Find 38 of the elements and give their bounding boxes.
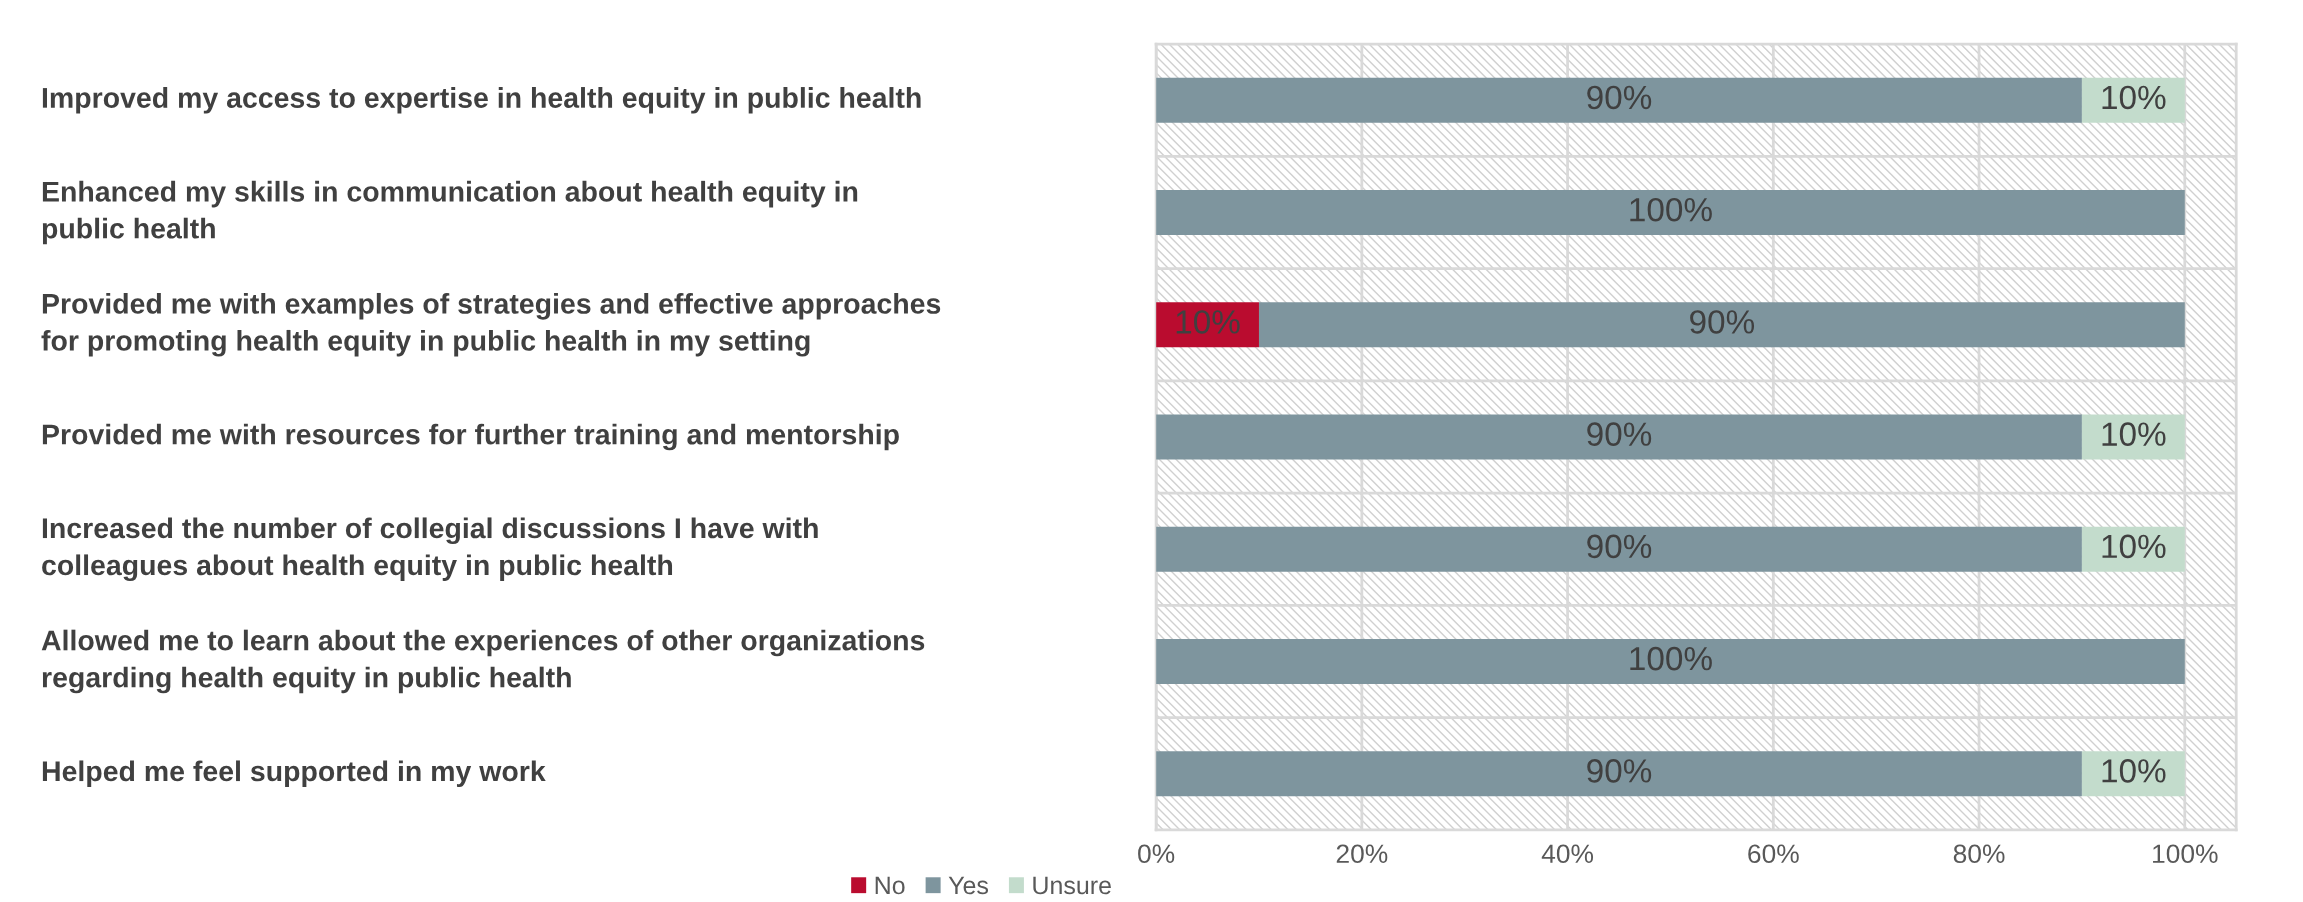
data-label: 10%	[2102, 85, 2166, 110]
data-label: 90%	[1690, 310, 1755, 334]
data-label: 100%	[1630, 646, 1712, 671]
legend-label: Yes	[948, 876, 989, 895]
data-label: 90%	[1587, 422, 1652, 446]
y-tick-label: Helped me feel supported in my work	[42, 760, 546, 787]
x-tick-label: 0%	[1138, 844, 1175, 864]
legend-label: No	[875, 876, 905, 895]
y-tick-label: Increased the number of collegial discussions I have with colleagues about health equity in public health	[42, 517, 818, 582]
bar	[2081, 526, 2185, 572]
bar	[1156, 77, 2082, 123]
x-tick-label: 20%	[1336, 844, 1388, 864]
bar	[1156, 639, 2185, 684]
data-label: 10%	[1176, 310, 1240, 334]
x-tick-label: 80%	[1953, 844, 2005, 864]
y-tick-label: Provided me with examples of strategies and effective approaches for promoting health equity in public health in my setting	[41, 292, 941, 357]
x-tick-label: 60%	[1748, 844, 1799, 864]
data-label: 100%	[1630, 197, 1712, 222]
bar	[2081, 77, 2185, 123]
y-tick-label: Improved my access to expertise in health equity in public health	[42, 87, 921, 114]
bar	[1156, 414, 2082, 460]
data-label: 10%	[2102, 534, 2166, 559]
x-tick-label: 40%	[1541, 844, 1594, 864]
data-label: 90%	[1587, 85, 1652, 110]
y-tick-label: Allowed me to learn about the experiences of other organizations regarding health equity in public health	[41, 629, 925, 694]
bar	[2081, 751, 2185, 797]
bar	[1156, 526, 2082, 572]
data-label: 10%	[2102, 759, 2166, 783]
data-label: 90%	[1587, 759, 1652, 783]
y-tick-label: Provided me with resources for further training and mentorship	[42, 423, 899, 451]
data-label: 90%	[1587, 534, 1652, 559]
legend-label: Unsure	[1033, 876, 1111, 895]
bar	[1156, 190, 2185, 235]
bar	[1156, 751, 2082, 797]
x-tick-label: 100%	[2153, 844, 2218, 864]
y-tick-label: Enhanced my skills in communication about health equity in public health	[42, 180, 858, 245]
data-label: 10%	[2102, 422, 2166, 446]
bar	[1258, 302, 2185, 348]
